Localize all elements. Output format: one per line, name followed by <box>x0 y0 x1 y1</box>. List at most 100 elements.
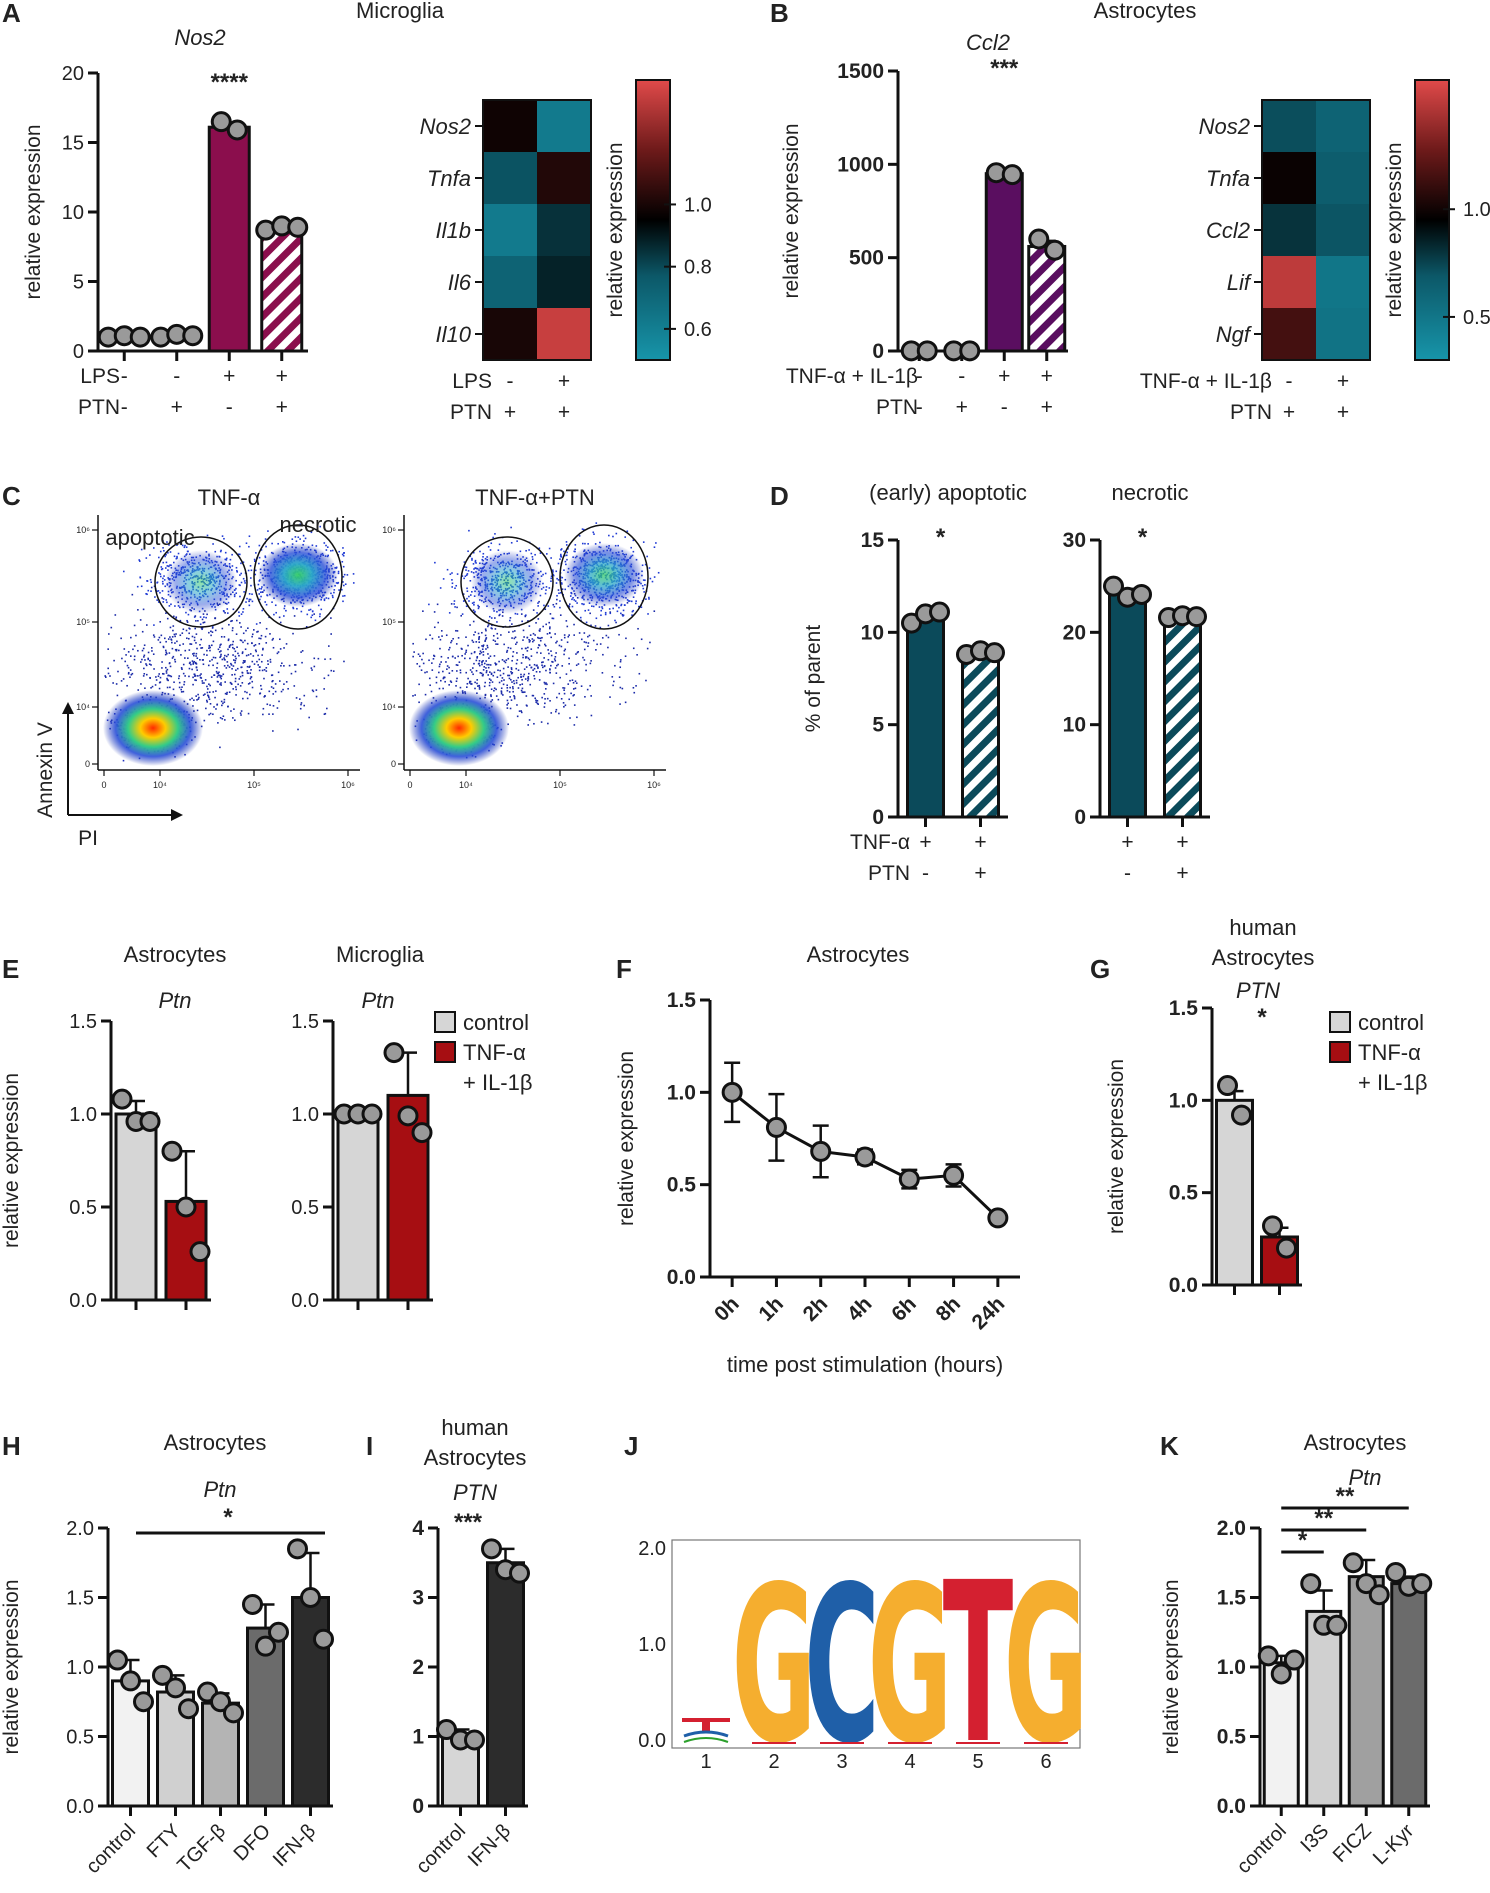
flow-dot <box>563 569 565 571</box>
flow-dot <box>260 595 262 598</box>
flow-dot <box>256 589 259 591</box>
flow-dot <box>169 636 171 638</box>
flow-dot <box>160 634 163 637</box>
flow-dot <box>283 615 285 617</box>
flow-dot <box>175 617 177 619</box>
flow-y-tick-label: 10⁵ <box>76 617 90 627</box>
flow-dot <box>267 660 269 662</box>
flow-dot <box>212 713 214 716</box>
flow-dot <box>117 670 119 673</box>
flow-dot <box>184 675 186 677</box>
flow-dot <box>327 597 330 600</box>
flow-dot <box>283 647 285 649</box>
flow-dot <box>181 668 183 671</box>
flow-dot <box>206 654 208 656</box>
flow-dot <box>208 647 210 649</box>
flow-dot <box>219 655 222 658</box>
heatmap-cell <box>1262 256 1316 308</box>
flow-dot <box>622 615 624 617</box>
flow-dot <box>573 599 576 601</box>
flow-dot <box>131 593 134 596</box>
flow-dot <box>177 677 180 680</box>
flow-dot <box>604 611 607 614</box>
flow-dot <box>273 613 275 616</box>
flow-dot <box>151 650 153 652</box>
flow-dot <box>251 635 253 638</box>
panel-letter-c: C <box>2 481 21 511</box>
flow-dot <box>254 649 257 651</box>
flow-dot <box>293 615 296 617</box>
flow-dot <box>264 538 267 540</box>
flow-dot <box>110 626 113 629</box>
flow-dot <box>197 693 199 696</box>
flow-dot <box>560 591 562 594</box>
bar <box>984 172 1024 353</box>
flow-dot <box>253 644 255 647</box>
flow-dot <box>262 648 264 651</box>
flow-dot <box>254 573 257 576</box>
flow-dot <box>239 553 241 556</box>
data-point <box>1001 164 1023 186</box>
flow-dot <box>157 639 160 641</box>
flow-dot <box>150 581 153 584</box>
flow-dot <box>257 583 260 586</box>
flow-dot <box>140 683 142 685</box>
flow-dot <box>274 683 277 685</box>
flow-x-tick-label: 10⁵ <box>247 780 261 790</box>
flow-dot <box>239 584 241 587</box>
flow-dot <box>190 663 192 666</box>
flow-dot <box>169 686 171 689</box>
flow-dot <box>192 653 194 655</box>
flow-dot <box>259 637 262 640</box>
flow-dot <box>184 544 186 547</box>
flow-dot <box>166 601 168 604</box>
flow-dot <box>133 645 136 647</box>
flow-dot <box>219 716 222 719</box>
condition-sign: - <box>916 365 923 388</box>
panel-letter-k: K <box>1160 1431 1179 1461</box>
flow-dot <box>317 604 320 607</box>
flow-dot <box>228 645 231 647</box>
flow-dot <box>222 702 224 705</box>
flow-dot <box>163 579 166 581</box>
flow-dot <box>632 596 635 598</box>
flow-dot <box>249 565 252 567</box>
flow-dot <box>283 607 286 610</box>
flow-dot <box>313 657 316 660</box>
flow-dot <box>122 759 125 762</box>
flow-dot <box>569 595 572 597</box>
flow-dot <box>195 679 197 682</box>
flow-dot <box>162 577 164 580</box>
flow-dot <box>226 608 229 610</box>
flow-dot <box>249 598 252 601</box>
bar <box>1027 244 1067 353</box>
flow-dot <box>175 633 177 635</box>
flow-dot <box>296 607 298 610</box>
flow-dot <box>311 614 314 617</box>
flow-dot <box>208 696 210 699</box>
flow-density-necrotic <box>258 543 338 607</box>
flow-dot <box>173 555 176 558</box>
flow-dot <box>446 568 449 571</box>
flow-dot <box>154 596 156 598</box>
flow-dot <box>342 547 344 549</box>
flow-dot <box>231 619 233 622</box>
flow-dot <box>247 683 250 685</box>
flow-dot <box>160 568 163 571</box>
flow-dot <box>182 628 185 631</box>
flow-dot <box>311 610 314 613</box>
flow-dot <box>219 683 221 686</box>
flow-dot <box>188 627 190 630</box>
flow-dot <box>471 557 473 560</box>
flow-dot <box>124 660 127 663</box>
flow-dot <box>218 651 221 653</box>
flow-dot <box>332 670 335 672</box>
flow-dot <box>585 621 588 624</box>
flow-dot <box>451 582 454 585</box>
flow-dot <box>657 571 660 574</box>
flow-dot <box>214 656 217 659</box>
flow-dot <box>211 644 213 647</box>
flow-dot <box>241 651 244 653</box>
flow-dot <box>160 566 163 568</box>
flow-dot <box>233 708 235 710</box>
